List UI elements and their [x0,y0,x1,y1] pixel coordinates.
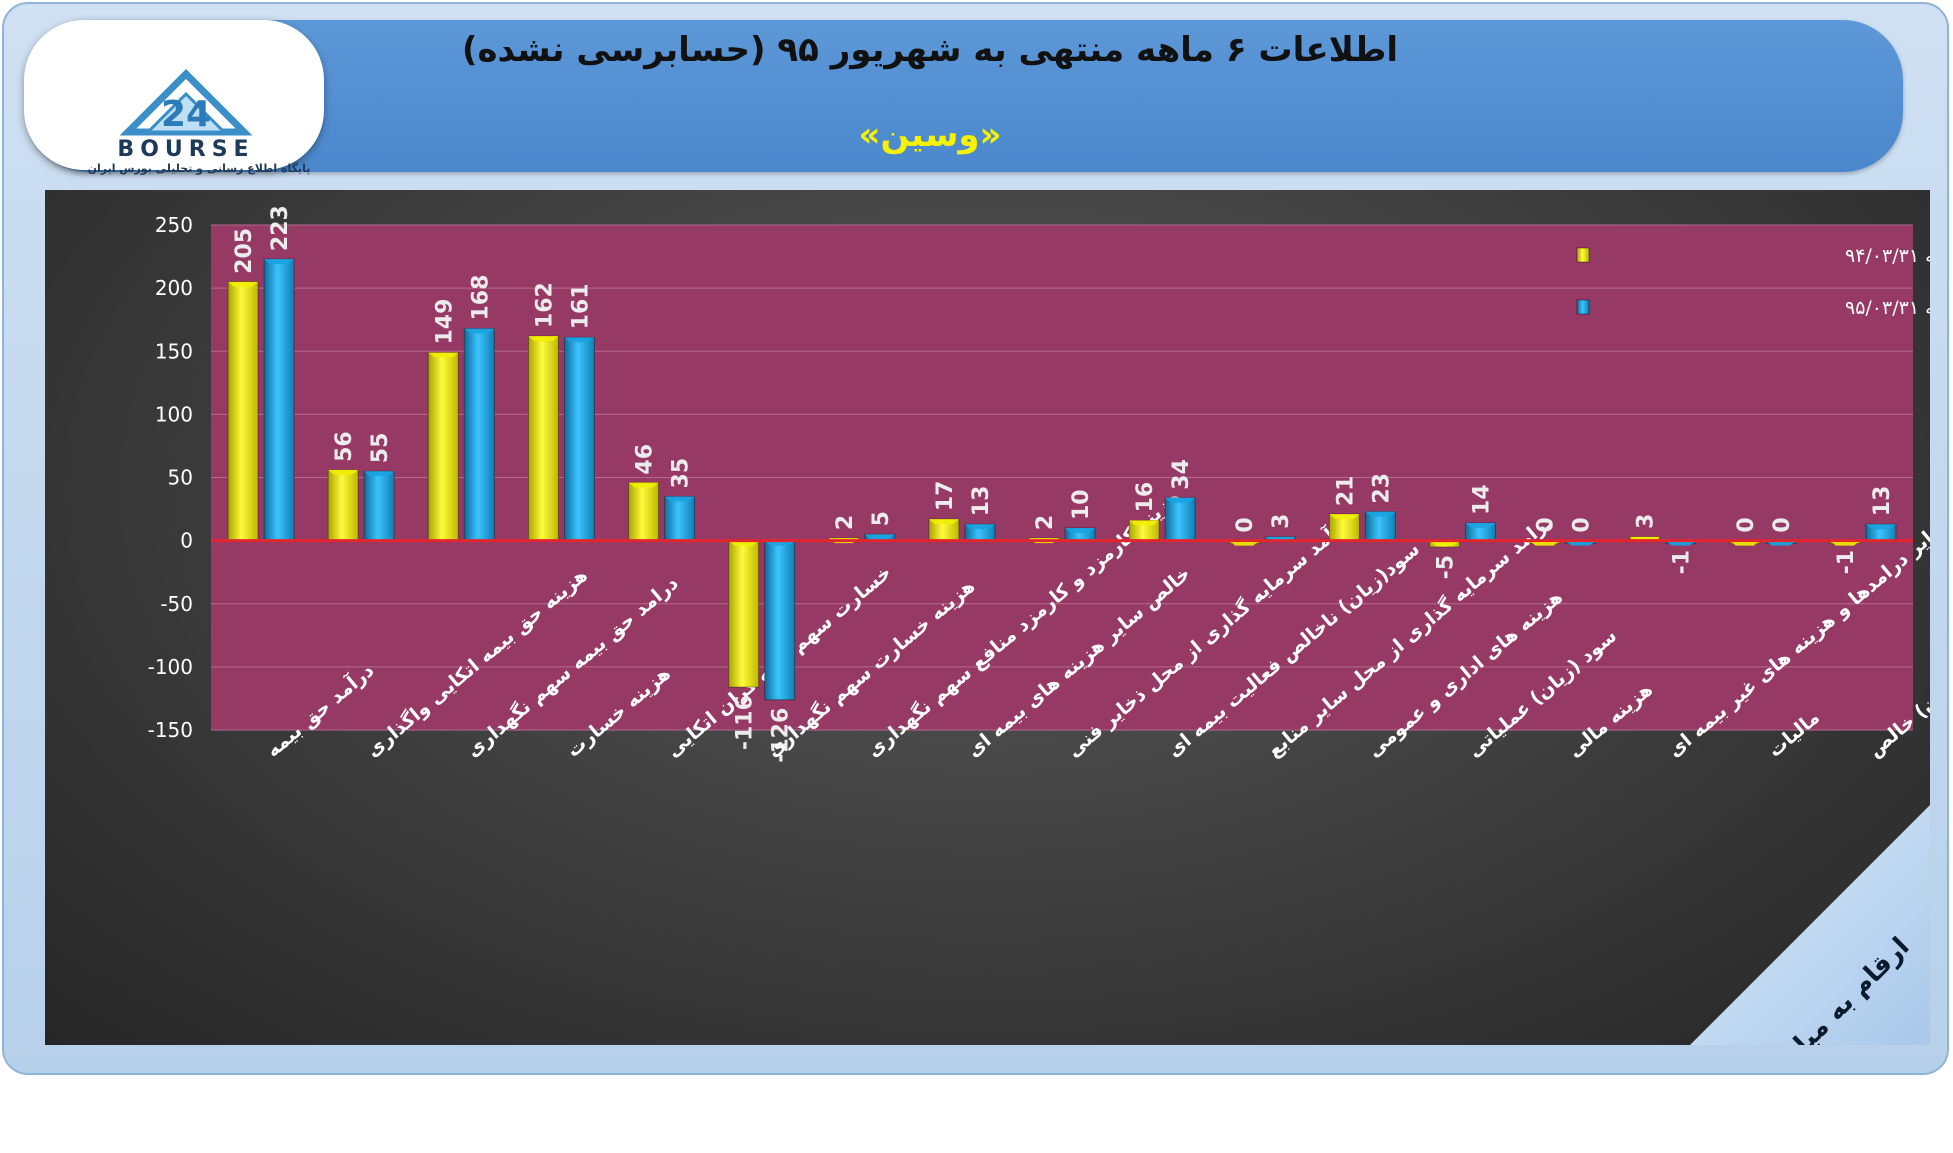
data-label: 2 [1033,515,1058,530]
logo: 24 BOURSE پایگاه اطلاع رسانی و تحلیلی بو… [24,20,324,175]
bar [263,258,295,542]
data-label: 205 [232,228,257,274]
bar-cap [264,259,295,265]
y-tick-label: -50 [160,592,193,616]
data-label: 0 [1233,517,1258,532]
bar-cap [528,336,559,342]
bar [664,495,696,542]
bar [227,281,259,542]
bar-cap [364,471,395,477]
bar [427,352,459,542]
bar [463,328,495,542]
data-label: 161 [568,283,593,329]
data-label: 223 [268,205,293,251]
data-label: 34 [1169,459,1194,490]
data-label: 3 [1634,514,1659,529]
logo-tagline: پایگاه اطلاع رسانی و تحلیلی بورس ایران [87,162,311,175]
bar [527,335,559,542]
y-tick-label: -150 [148,718,193,742]
bar-cap [864,534,895,540]
y-tick-label: 50 [168,466,193,490]
data-label: 46 [633,444,658,475]
data-label: 162 [532,282,557,328]
chart-title: اطلاعات ۶ ماهه منتهی به شهریور ۹۵ (حسابر… [461,30,1399,70]
bar-cap [1129,520,1160,526]
data-label: 35 [669,458,694,489]
y-tick-label: 150 [155,339,193,363]
legend-swatch [1576,299,1590,315]
bar-cap [1165,497,1196,503]
data-label: 56 [332,431,357,462]
data-label: 14 [1469,484,1494,515]
bar [363,470,395,542]
bar-cap [1865,524,1896,530]
bar-cap [1365,511,1396,517]
data-label: 2 [833,515,858,530]
data-label: 21 [1333,475,1358,506]
logo-brand: BOURSE [117,137,254,160]
bar [563,336,595,542]
bar [628,482,660,542]
bar-cap [464,328,495,334]
data-label: 16 [1133,482,1158,513]
data-label: -116 [733,695,758,750]
bar-cap [928,519,959,525]
y-tick-label: -100 [148,655,193,679]
data-label: 55 [368,433,393,464]
bar-cap [1065,528,1095,533]
bar [764,540,796,701]
bar-cap [664,496,695,502]
header-band [28,20,1903,172]
y-tick-label: 250 [155,213,193,237]
bar-cap [564,337,595,343]
data-label: 0 [1534,517,1559,532]
data-label: 13 [1870,486,1895,517]
bar [728,540,760,688]
logo-number: 24 [161,94,211,135]
data-label: 3 [1269,514,1294,529]
bar-cap [964,524,995,530]
y-tick-label: 100 [155,402,193,426]
bar-cap [328,469,359,475]
legend-label: عملکرد منتهی به ۹۴/۰۳/۳۱ [1845,245,1930,267]
bar-cap [628,482,659,488]
logo-mark-icon: 24 BOURSE [117,69,254,160]
data-label: -126 [769,708,794,763]
y-tick-label: 0 [180,529,193,553]
data-label: 10 [1069,489,1094,520]
data-label: 0 [1570,517,1595,532]
data-label: 5 [869,511,894,526]
data-label: 23 [1369,473,1394,504]
data-label: -5 [1433,555,1458,579]
bar [327,469,359,542]
y-tick-label: 200 [155,276,193,300]
chart-panel: 250 200 150 100 50 0 -50 -100 -150 205 223 درآمد حق… [45,190,1930,1045]
legend-label: عملکرد منتهی به ۹۵/۰۳/۳۱ [1845,297,1930,319]
bar-cap [1329,514,1360,520]
data-label: -1 [1670,550,1695,574]
data-label: 149 [432,299,457,345]
bar-cap [228,281,259,287]
company-name: «وسین» [858,115,1002,155]
bar-cap [428,352,459,358]
data-label: 13 [969,486,994,517]
data-label: 0 [1770,517,1795,532]
data-label: 0 [1734,517,1759,532]
data-label: 168 [468,275,493,321]
data-label: 17 [933,481,958,512]
legend-swatch [1576,247,1590,263]
bar [1164,497,1196,542]
bar-cap [1465,522,1496,528]
data-label: -1 [1834,550,1859,574]
